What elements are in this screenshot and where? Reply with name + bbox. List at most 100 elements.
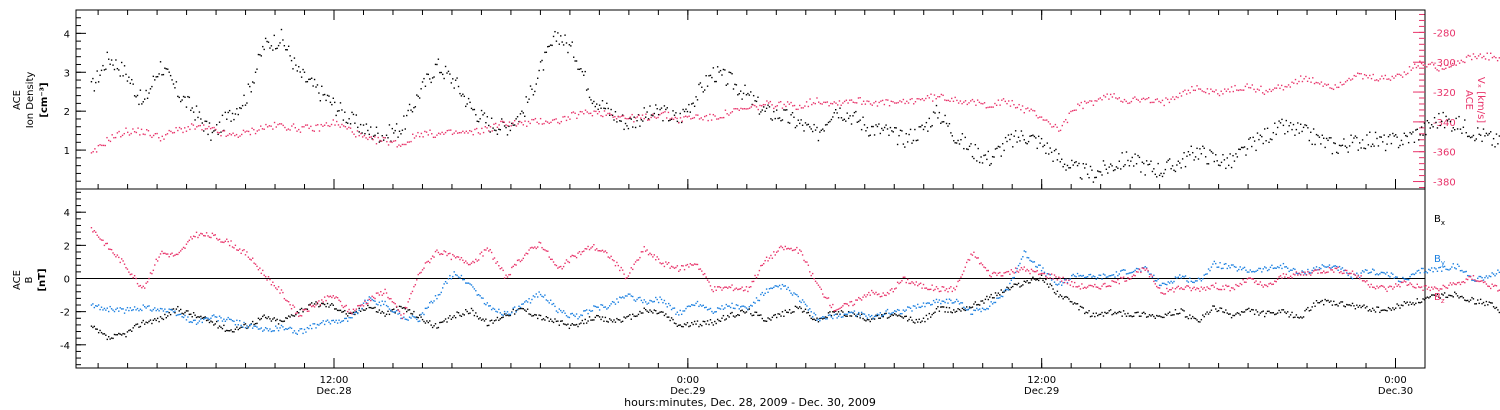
b-point-Bx: [610, 319, 612, 321]
vx-point: [1310, 81, 1312, 83]
density-point: [217, 133, 219, 136]
b-point-By: [473, 288, 476, 290]
vx-point: [218, 132, 220, 134]
density-point: [757, 96, 759, 98]
density-point: [203, 130, 205, 132]
b-point-Bx: [1144, 312, 1146, 315]
vx-point: [121, 134, 124, 137]
b-point-Bx: [636, 315, 638, 317]
b-point-Bx: [1108, 310, 1110, 312]
b-point-Bx: [1222, 311, 1224, 313]
b-point-By: [639, 296, 641, 299]
density-point: [1429, 127, 1431, 129]
b-point-By: [190, 321, 192, 323]
b-point-By: [420, 313, 422, 316]
density-point: [1312, 128, 1315, 130]
density-point: [850, 123, 853, 125]
b-point-By: [905, 309, 907, 311]
b-point-By: [459, 277, 461, 279]
b-point-Bz: [116, 254, 119, 256]
b-point-By: [319, 322, 322, 325]
b-point-Bx: [1001, 291, 1004, 294]
vx-point: [631, 113, 633, 116]
density-point: [760, 111, 762, 113]
b-point-Bz: [322, 301, 324, 303]
b-point-By: [683, 310, 686, 312]
b-point-Bx: [571, 323, 573, 325]
vx-point: [605, 114, 607, 116]
b-point-Bx: [914, 322, 916, 324]
b-point-Bx: [892, 314, 894, 317]
b-point-By: [1132, 270, 1135, 273]
b-point-Bx: [328, 306, 330, 308]
density-point: [1415, 129, 1417, 131]
b-point-By: [966, 309, 968, 311]
b-point-By: [784, 285, 787, 287]
density-point: [669, 119, 671, 121]
b-point-Bz: [149, 272, 152, 274]
b-point-By: [449, 274, 451, 277]
density-point: [1166, 161, 1168, 163]
top-y2tick-label: -280: [1433, 28, 1456, 39]
b-point-Bx: [1104, 311, 1106, 314]
b-point-Bz: [108, 248, 110, 250]
density-point: [990, 162, 992, 165]
b-point-By: [1207, 268, 1210, 270]
vx-point: [524, 120, 526, 122]
b-point-By: [662, 301, 664, 304]
density-point: [1432, 126, 1434, 128]
vx-point: [894, 102, 896, 104]
b-point-Bx: [1200, 318, 1203, 321]
b-point-Bx: [1120, 311, 1122, 313]
b-point-Bx: [534, 313, 536, 316]
density-point: [1452, 127, 1454, 129]
vx-point: [311, 129, 314, 132]
b-point-Bx: [416, 316, 418, 318]
density-point: [1013, 135, 1015, 137]
b-point-Bx: [947, 311, 949, 313]
b-point-Bx: [1118, 310, 1120, 313]
density-point: [298, 66, 300, 68]
density-point: [627, 127, 630, 130]
density-point: [613, 119, 615, 121]
b-point-By: [290, 327, 293, 330]
b-point-By: [1278, 266, 1280, 269]
density-point: [1474, 139, 1476, 142]
density-point: [604, 107, 607, 110]
b-point-By: [1255, 270, 1257, 272]
b-point-Bx: [911, 319, 913, 321]
b-point-By: [688, 305, 690, 307]
density-point: [322, 94, 324, 96]
density-point: [1230, 166, 1233, 169]
density-point: [1490, 131, 1492, 133]
b-point-By: [842, 316, 844, 318]
top-ylabel-line-1: ACE: [12, 90, 23, 110]
density-point: [275, 48, 277, 50]
vx-point: [849, 99, 851, 101]
density-point: [1019, 140, 1021, 142]
vx-point: [887, 99, 889, 101]
b-point-Bx: [784, 309, 787, 312]
b-point-By: [1405, 278, 1407, 280]
vx-point: [1103, 94, 1105, 97]
vx-point: [1011, 99, 1013, 102]
b-point-By: [342, 320, 345, 322]
b-point-By: [1108, 275, 1110, 277]
b-point-Bx: [1334, 304, 1336, 306]
vx-point: [1405, 73, 1407, 76]
b-point-Bz: [346, 310, 349, 313]
b-point-By: [1145, 267, 1148, 269]
b-point-Bx: [1268, 310, 1270, 312]
density-point: [632, 126, 634, 128]
density-point: [545, 51, 548, 53]
b-point-Bx: [860, 313, 863, 315]
b-point-By: [1307, 268, 1309, 271]
vx-point: [1033, 110, 1036, 112]
b-point-By: [513, 306, 516, 308]
density-point: [279, 42, 281, 44]
b-point-By: [1379, 273, 1381, 275]
b-point-Bz: [305, 308, 307, 310]
b-point-By: [1266, 269, 1269, 272]
b-point-By: [1192, 281, 1194, 283]
